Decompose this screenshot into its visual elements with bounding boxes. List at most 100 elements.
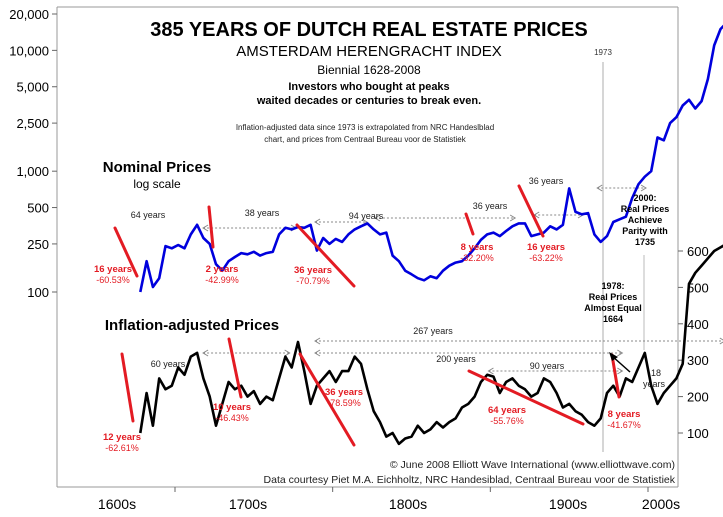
x-tick-label: 1600s: [98, 496, 136, 512]
x-axis-labels: 1600s 1700s 1800s 1900s 2000s: [98, 496, 680, 512]
decline-segment: [120, 352, 135, 423]
right-tick-label: 400: [687, 317, 709, 332]
callout-line: 1664: [603, 314, 623, 324]
decline-percent-label: -62.61%: [105, 443, 139, 453]
credit-line-1: © June 2008 Elliott Wave International (…: [390, 459, 675, 471]
nominal-price-line: [139, 24, 723, 293]
decline-years-label: 10 years: [213, 402, 251, 413]
decline-segment: [295, 223, 356, 288]
callout-line: Real Prices: [621, 204, 670, 214]
credit-line-2: Data courtesy Piet M.A. Eichholtz, NRC H…: [264, 474, 676, 486]
right-axis-ticks: 100 200 300 400 500 600: [678, 244, 709, 441]
right-tick-label: 500: [687, 280, 709, 295]
callout-line: Achieve: [628, 215, 663, 225]
decline-years-label: 36 years: [325, 387, 363, 398]
decline-percent-label: -42.99%: [205, 275, 239, 285]
span-label: 267 years: [413, 326, 453, 336]
decline-labels: 16 years-60.53%2 years-42.99%36 years-70…: [94, 242, 641, 453]
span-label: 94 years: [349, 211, 384, 221]
span-arrow-head-left: [596, 184, 603, 192]
span-arrow-head-left: [373, 214, 381, 222]
callout-line: Parity with: [622, 226, 668, 236]
span-arrow-head-left: [314, 218, 321, 226]
nominal-series-sublabel: log scale: [133, 177, 181, 191]
span-arrow-head-right: [617, 349, 624, 357]
decline-percent-label: -46.43%: [215, 413, 249, 423]
decline-years-label: 16 years: [94, 264, 132, 275]
span-label: 90 years: [530, 361, 565, 371]
decline-percent-label: -70.79%: [296, 276, 330, 286]
decline-years-label: 8 years: [608, 409, 641, 420]
decline-segment: [610, 353, 621, 399]
decline-segment: [113, 226, 139, 278]
left-tick-label: 10,000: [9, 43, 49, 58]
callout-line: 1735: [635, 237, 655, 247]
real-series-label: Inflation-adjusted Prices: [105, 317, 279, 334]
decline-years-label: 64 years: [488, 405, 526, 416]
right-tick-label: 100: [687, 426, 709, 441]
decline-segment: [467, 369, 585, 426]
left-tick-label: 100: [27, 285, 49, 300]
decline-percent-label: -41.67%: [607, 420, 641, 430]
x-tick-label: 1700s: [229, 496, 267, 512]
decline-years-label: 8 years: [461, 242, 494, 253]
span-label: 18: [651, 368, 661, 378]
decline-years-label: 2 years: [206, 264, 239, 275]
right-tick-label: 300: [687, 353, 709, 368]
decline-percent-label: -32.20%: [460, 253, 494, 263]
right-tick-label: 200: [687, 390, 709, 405]
left-tick-label: 20,000: [9, 7, 49, 22]
span-arrow-head-right: [284, 349, 291, 357]
callout-line: 2000:: [633, 193, 656, 203]
left-axis-ticks: 100 250 500 1,000 2,500 5,000 10,000 20,000: [9, 7, 57, 300]
span-arrow-head-right: [640, 184, 647, 192]
left-tick-label: 500: [27, 201, 49, 216]
span-label: 38 years: [245, 208, 280, 218]
tagline-line-2: waited decades or centuries to break eve…: [256, 95, 481, 107]
span-annotations: 64 years 38 years 94 years 36 years 36 years…: [131, 176, 723, 389]
right-tick-label: 600: [687, 244, 709, 259]
span-label: 200 years: [436, 354, 476, 364]
nominal-series-label: Nominal Prices: [103, 159, 211, 176]
left-tick-label: 5,000: [16, 80, 49, 95]
span-arrow-head-left: [202, 224, 209, 232]
decline-percent-label: -63.22%: [529, 253, 563, 263]
span-arrow-head-right: [509, 214, 517, 222]
left-tick-label: 2,500: [16, 116, 49, 131]
x-axis-ticks: [174, 487, 649, 492]
span-arrow-head-left: [314, 349, 321, 357]
callout-line: Almost Equal: [584, 303, 642, 313]
left-tick-label: 250: [27, 237, 49, 252]
note-line-2: chart, and prices from Centraal Bureau v…: [264, 135, 466, 144]
marker-1973-label: 1973: [594, 48, 612, 57]
span-arrow-head-left: [487, 367, 494, 375]
decline-segment: [227, 337, 243, 399]
left-tick-label: 1,000: [16, 164, 49, 179]
decline-segment: [464, 212, 475, 236]
x-tick-label: 2000s: [642, 496, 680, 512]
tagline-line-1: Investors who bought at peaks: [288, 81, 449, 93]
span-label: 36 years: [473, 201, 508, 211]
span-label: 60 years: [151, 359, 186, 369]
span-label: years: [643, 379, 666, 389]
decline-segment: [298, 352, 356, 447]
span-label: 64 years: [131, 210, 166, 220]
decline-percent-label: -60.53%: [96, 275, 130, 285]
decline-segment: [207, 205, 215, 249]
decline-years-label: 36 years: [294, 265, 332, 276]
decline-percent-label: -55.76%: [490, 416, 524, 426]
x-tick-label: 1900s: [549, 496, 587, 512]
span-arrow-head-left: [314, 337, 321, 345]
decline-segments: [113, 184, 621, 447]
chart-title: 385 YEARS OF DUTCH REAL ESTATE PRICES: [150, 19, 588, 41]
arrow-18-years-head: [609, 352, 618, 361]
decline-years-label: 12 years: [103, 432, 141, 443]
decline-percent-label: -78.59%: [327, 398, 361, 408]
span-arrow-head-right: [719, 337, 723, 345]
decline-years-label: 16 years: [527, 242, 565, 253]
span-label: 36 years: [529, 176, 564, 186]
callout-line: 1978:: [601, 281, 624, 291]
x-tick-label: 1800s: [389, 496, 427, 512]
